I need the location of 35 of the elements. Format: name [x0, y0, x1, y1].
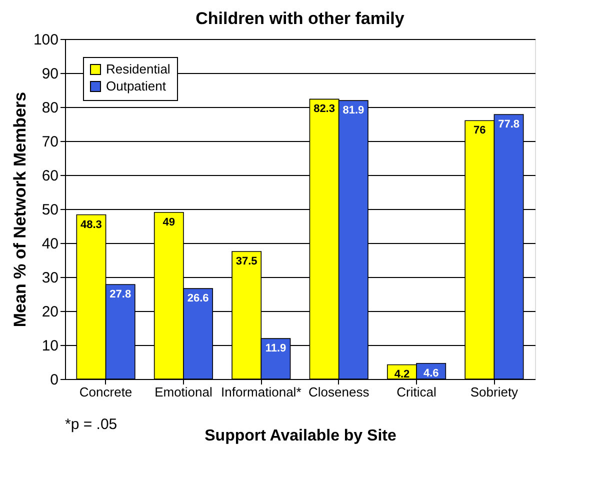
y-tick-label: 70 — [42, 134, 58, 150]
data-label: 49 — [162, 216, 176, 228]
data-label: 81.9 — [342, 104, 364, 117]
legend-label: Residential — [106, 62, 170, 76]
x-tick-label: Critical — [396, 384, 436, 400]
x-tick-label: Informational* — [221, 384, 302, 400]
y-tick-label: 100 — [33, 32, 58, 48]
data-label: 27.8 — [110, 288, 132, 300]
data-label: 37.5 — [236, 256, 258, 268]
data-label: 48.3 — [80, 218, 102, 231]
y-tick-label: 80 — [42, 100, 58, 116]
y-tick-label: 0 — [50, 372, 58, 388]
y-axis-title: Mean % of Network Members — [10, 92, 30, 328]
y-tick-label: 20 — [42, 304, 58, 320]
text: *p = .05 — [65, 416, 118, 433]
y-tick-label: 40 — [42, 236, 58, 252]
data-label: 82.3 — [314, 103, 335, 116]
data-label: 77.8 — [498, 118, 520, 130]
x-tick-label: Closeness — [308, 384, 370, 400]
y-tick-label: 60 — [42, 168, 58, 184]
data-label: 76 — [474, 124, 486, 137]
legend-label: Outpatient — [106, 78, 166, 94]
data-label: 4.2 — [394, 368, 410, 381]
y-tick-label: 30 — [42, 270, 58, 286]
y-tick-label: 90 — [42, 66, 58, 82]
x-tick-label: Emotional — [154, 384, 212, 400]
y-tick-label: 50 — [42, 202, 58, 218]
data-label: 4.6 — [423, 367, 439, 380]
y-tick-label: 10 — [42, 338, 58, 354]
chart-title: Children with other family — [196, 9, 405, 28]
x-axis-title: Support Available by Site — [204, 428, 396, 444]
x-tick-label: Concrete — [79, 384, 132, 400]
data-label: 26.6 — [187, 292, 209, 305]
data-label: 11.9 — [265, 342, 286, 355]
x-tick-label: Sobriety — [470, 384, 519, 400]
